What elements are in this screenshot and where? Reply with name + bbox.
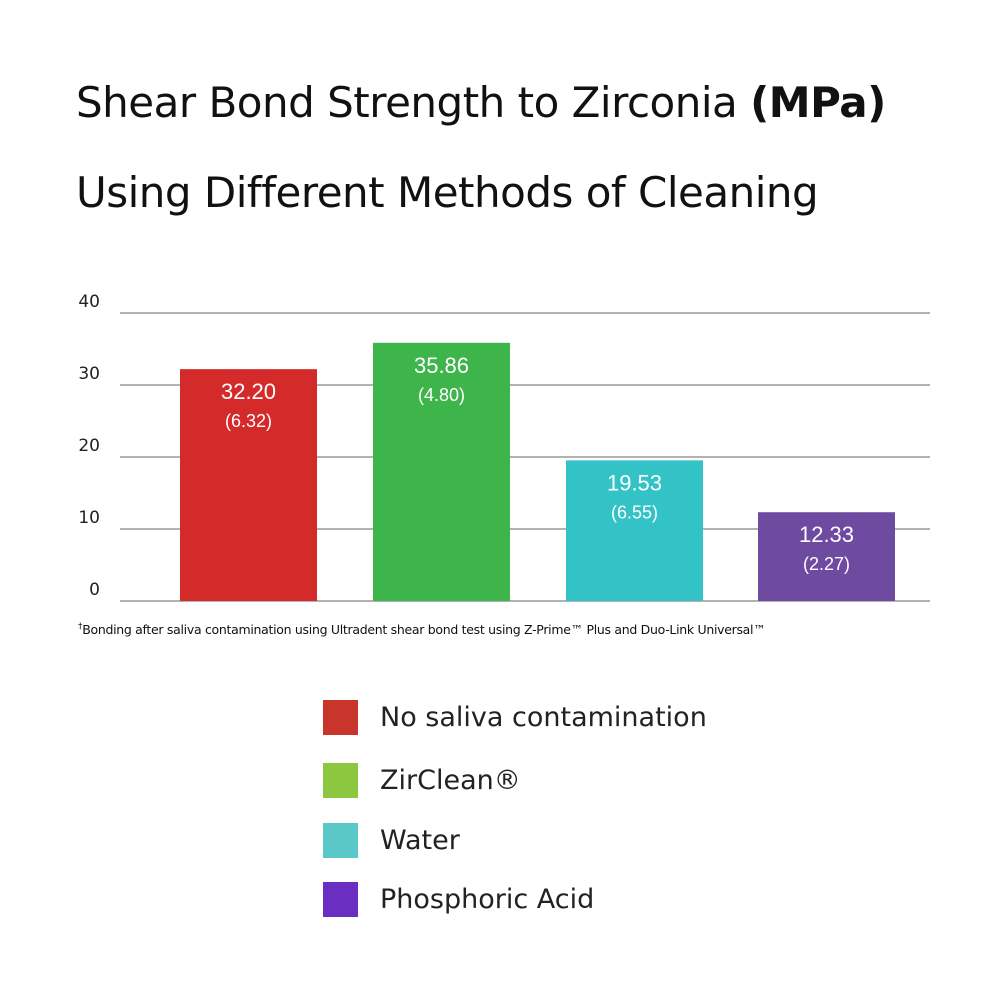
bar-sd-label: (4.80) [418, 385, 465, 405]
bar-2 [373, 342, 510, 601]
y-tick-label: 10 [78, 508, 100, 528]
bar-3 [566, 460, 703, 601]
chart-title-line1: Shear Bond Strength to Zirconia (MPa) [76, 78, 886, 127]
chart-title-line2: Using Different Methods of Cleaning [76, 168, 819, 217]
bar-4 [758, 512, 895, 601]
footnote: †Bonding after saliva contamination usin… [78, 622, 766, 638]
title-text: Shear Bond Strength to Zirconia [76, 78, 751, 127]
legend-swatch [323, 700, 358, 735]
bar-1 [180, 369, 317, 601]
y-tick-label: 20 [78, 436, 100, 456]
legend-label: No saliva contamination [380, 702, 707, 733]
y-tick-label: 30 [78, 364, 100, 384]
bar-value-label: 35.86 [414, 353, 469, 378]
bar-sd-label: (6.32) [225, 411, 272, 431]
legend-item: Water [323, 823, 460, 858]
bar-value-label: 12.33 [799, 522, 854, 547]
y-tick-label: 0 [89, 580, 100, 600]
legend-label: Phosphoric Acid [380, 884, 595, 915]
legend-swatch [323, 763, 358, 798]
footnote-mark: † [78, 622, 83, 632]
legend-swatch [323, 823, 358, 858]
bar-sd-label: (2.27) [803, 554, 850, 574]
legend-label: ZirClean® [380, 765, 521, 796]
y-tick-label: 40 [78, 292, 100, 312]
legend-item: No saliva contamination [323, 700, 707, 735]
bar-sd-label: (6.55) [611, 502, 658, 522]
title-unit: (MPa) [750, 78, 886, 127]
legend-item: ZirClean® [323, 763, 521, 798]
footnote-text: Bonding after saliva contamination using… [82, 622, 766, 638]
legend-label: Water [380, 825, 460, 856]
bar-value-label: 32.20 [221, 379, 276, 404]
bar-value-label: 19.53 [607, 470, 662, 495]
legend-item: Phosphoric Acid [323, 882, 594, 917]
legend-swatch [323, 882, 358, 917]
